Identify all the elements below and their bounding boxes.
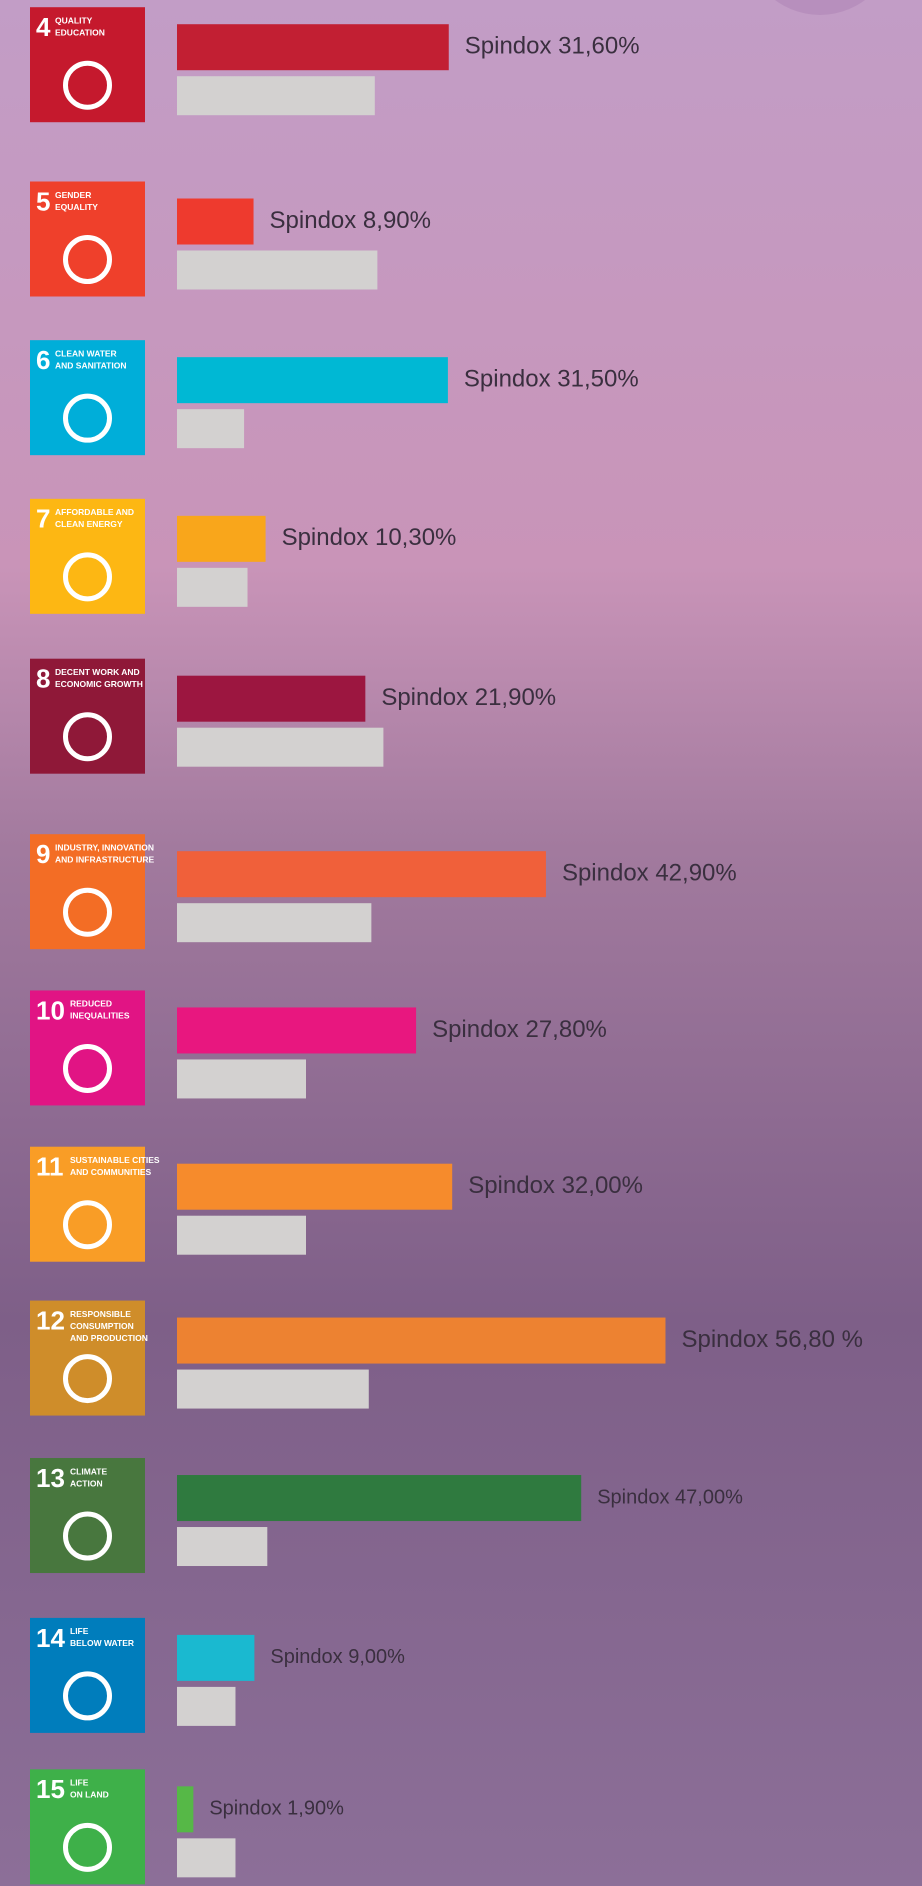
goal-number: 8 [36, 664, 50, 694]
bar [177, 1475, 581, 1521]
bar [177, 1318, 665, 1364]
bar [177, 851, 546, 897]
value-label: Spindox 9,00% [270, 1646, 405, 1668]
goal-number: 4 [36, 12, 51, 42]
value-label: Spindox 1,90% [209, 1798, 344, 1820]
value-label: Spindox 42,90% [562, 860, 737, 887]
goal-name: ON LAND [70, 1790, 109, 1800]
value-label: Spindox 56,80 % [681, 1326, 862, 1353]
goal-number: 9 [36, 839, 50, 869]
bar [177, 24, 449, 70]
goal-number: 6 [36, 345, 50, 375]
value-label: Spindox 27,80% [432, 1016, 607, 1043]
value-label: Spindox 31,50% [464, 366, 639, 393]
goal-number: 12 [36, 1305, 65, 1335]
value-label: Spindox 21,90% [381, 684, 556, 711]
reference-bar [177, 568, 248, 607]
reference-bar [177, 409, 244, 448]
reference-bar [177, 1687, 235, 1726]
goal-name: CLEAN WATER [55, 348, 117, 358]
page: 4 QUALITY EDUCATION Spindox 31,60% 5 GENDER EQ… [0, 0, 922, 1886]
bar [177, 1786, 193, 1832]
goal-number: 5 [36, 186, 50, 216]
goal-name: BELOW WATER [70, 1638, 134, 1648]
goal-name: ECONOMIC GROWTH [55, 679, 143, 689]
goal-number: 15 [36, 1774, 65, 1804]
reference-bar [177, 1370, 369, 1409]
goal-name: AND COMMUNITIES [70, 1167, 152, 1177]
value-label: Spindox 32,00% [468, 1172, 643, 1199]
value-label: Spindox 8,90% [270, 207, 431, 234]
goal-name: CONSUMPTION [70, 1321, 134, 1331]
goal-name: CLEAN ENERGY [55, 519, 123, 529]
reference-bar [177, 251, 377, 290]
goal-number: 14 [36, 1623, 65, 1653]
value-label: Spindox 10,30% [282, 524, 457, 551]
reference-bar [177, 1059, 306, 1098]
goal-name: AND SANITATION [55, 360, 126, 370]
reference-bar [177, 903, 371, 942]
goal-number: 10 [36, 995, 65, 1025]
goal-name: SUSTAINABLE CITIES [70, 1155, 160, 1165]
goal-name: GENDER [55, 190, 91, 200]
value-label: Spindox 31,60% [465, 33, 640, 60]
bar [177, 199, 254, 245]
reference-bar [177, 1216, 306, 1255]
bar [177, 1164, 452, 1210]
goal-name: AFFORDABLE AND [55, 507, 134, 517]
goal-name: ACTION [70, 1478, 103, 1488]
goal-name: RESPONSIBLE [70, 1309, 131, 1319]
bar [177, 1007, 416, 1053]
goal-name: EDUCATION [55, 27, 105, 37]
goal-name: EQUALITY [55, 202, 98, 212]
goal-number: 11 [36, 1152, 64, 1182]
chart: 4 QUALITY EDUCATION Spindox 31,60% 5 GENDER EQ… [0, 0, 922, 1886]
goal-name: REDUCED [70, 999, 112, 1009]
goal-number: 13 [36, 1463, 65, 1493]
reference-bar [177, 728, 383, 767]
goal-name: AND INFRASTRUCTURE [55, 854, 154, 864]
bar [177, 676, 365, 722]
goal-name: INEQUALITIES [70, 1011, 130, 1021]
bar [177, 1635, 254, 1681]
value-label: Spindox 47,00% [597, 1486, 743, 1508]
goal-name: INDUSTRY, INNOVATION [55, 842, 154, 852]
reference-bar [177, 76, 375, 115]
goal-number: 7 [36, 504, 50, 534]
goal-name: DECENT WORK AND [55, 667, 140, 677]
reference-bar [177, 1527, 267, 1566]
bar [177, 357, 448, 403]
reference-bar [177, 1838, 235, 1877]
goal-name: QUALITY [55, 15, 93, 25]
goal-name: AND PRODUCTION [70, 1333, 148, 1343]
goal-name: LIFE [70, 1778, 89, 1788]
goal-name: CLIMATE [70, 1466, 107, 1476]
bar [177, 516, 266, 562]
goal-name: LIFE [70, 1626, 89, 1636]
